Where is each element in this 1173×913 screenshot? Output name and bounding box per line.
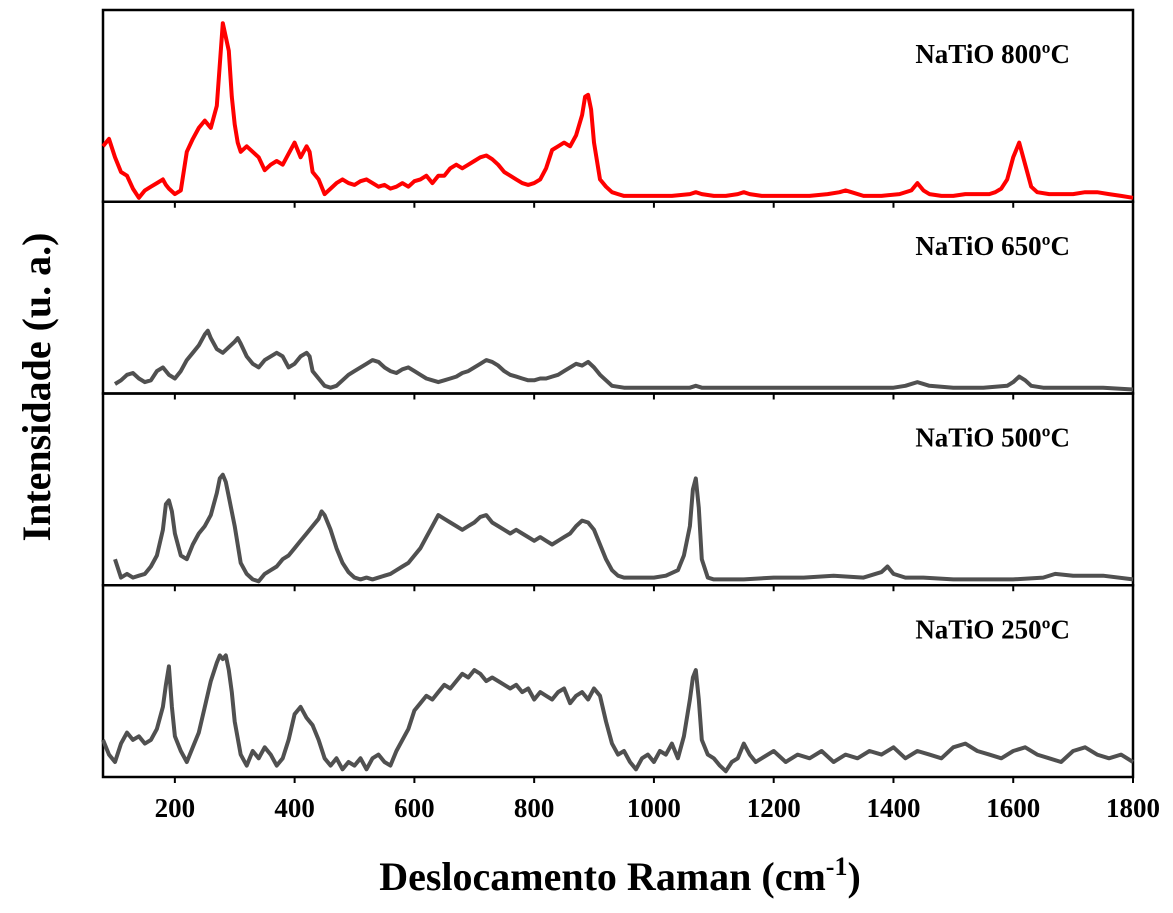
- x-axis-title: Deslocamento Raman (cm-1): [379, 852, 861, 899]
- x-axis-title-main: Deslocamento Raman (cm: [379, 854, 826, 899]
- panel-label-3: NaTiO 250ºC: [915, 614, 1070, 644]
- series-line-1: [115, 331, 1133, 390]
- panels-layer: NaTiO 800ºC NaTiO 650ºC NaTiO 500ºC NaTiO 2…: [103, 10, 1133, 783]
- x-tick-label-7: 1600: [986, 793, 1040, 823]
- x-tick-label-8: 1800: [1106, 793, 1160, 823]
- series-line-2: [115, 475, 1133, 582]
- x-axis-ticks: 200 400 600 800 1000 1200 1400 1600 1800: [155, 793, 1160, 823]
- x-tick-label-1: 400: [274, 793, 315, 823]
- curves-layer: [103, 23, 1133, 771]
- x-axis-title-sup: -1: [826, 852, 848, 881]
- x-tick-label-4: 1000: [627, 793, 681, 823]
- panel-label-2: NaTiO 500ºC: [915, 423, 1070, 453]
- x-axis-title-end: ): [847, 854, 860, 899]
- series-line-3: [103, 655, 1133, 771]
- y-axis-title: Intensidade (u. a.): [14, 233, 59, 542]
- panel-label-0: NaTiO 800ºC: [915, 39, 1070, 69]
- panel-label-1: NaTiO 650ºC: [915, 231, 1070, 261]
- x-tick-label-0: 200: [155, 793, 196, 823]
- x-tick-label-3: 800: [514, 793, 555, 823]
- x-tick-label-2: 600: [394, 793, 435, 823]
- x-tick-label-6: 1400: [866, 793, 920, 823]
- x-tick-label-5: 1200: [747, 793, 801, 823]
